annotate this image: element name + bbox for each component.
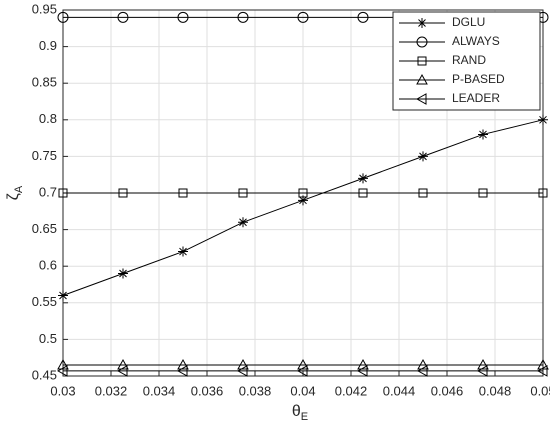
marker xyxy=(58,290,68,301)
marker xyxy=(118,188,128,198)
marker xyxy=(538,114,548,125)
marker xyxy=(177,358,189,370)
x-label-subscript: E xyxy=(301,411,308,423)
marker xyxy=(178,188,188,198)
y-label-subscript: A xyxy=(13,185,25,193)
marker xyxy=(297,358,309,370)
legend-label: ALWAYS xyxy=(452,34,500,48)
y-tick-label: 0.55 xyxy=(32,294,57,309)
marker xyxy=(476,365,488,377)
marker xyxy=(478,188,488,198)
y-tick-label: 0.6 xyxy=(39,258,57,273)
marker xyxy=(417,358,429,370)
marker xyxy=(537,358,549,370)
marker xyxy=(536,365,548,377)
x-label-symbol: θ xyxy=(292,403,301,420)
marker xyxy=(177,11,189,23)
marker xyxy=(477,358,489,370)
marker xyxy=(237,11,249,23)
marker xyxy=(356,365,368,377)
y-tick-label: 0.75 xyxy=(32,148,57,163)
marker xyxy=(478,129,488,140)
x-tick-label: 0.05 xyxy=(530,383,550,398)
x-tick-label: 0.042 xyxy=(335,383,368,398)
marker xyxy=(176,365,188,377)
x-tick-label: 0.038 xyxy=(239,383,272,398)
marker xyxy=(357,11,369,23)
marker xyxy=(416,73,428,85)
marker xyxy=(236,365,248,377)
marker xyxy=(416,36,428,48)
marker xyxy=(116,365,128,377)
legend-label: LEADER xyxy=(452,91,500,105)
marker xyxy=(238,217,248,228)
marker xyxy=(358,173,368,184)
marker xyxy=(238,188,248,198)
marker xyxy=(298,188,308,198)
x-tick-label: 0.048 xyxy=(479,383,512,398)
x-tick-label: 0.034 xyxy=(143,383,176,398)
marker xyxy=(357,358,369,370)
x-tick-label: 0.04 xyxy=(290,383,315,398)
y-tick-label: 0.85 xyxy=(32,75,57,90)
y-tick-label: 0.45 xyxy=(32,367,57,382)
y-tick-label: 0.7 xyxy=(39,184,57,199)
marker xyxy=(417,18,427,28)
y-axis-label: ζA xyxy=(5,185,25,200)
marker xyxy=(418,151,428,162)
y-tick-label: 0.5 xyxy=(39,331,57,346)
x-tick-label: 0.032 xyxy=(95,383,128,398)
marker xyxy=(56,365,68,377)
x-axis-label: θE xyxy=(292,403,308,423)
x-tick-label: 0.03 xyxy=(50,383,75,398)
marker xyxy=(416,365,428,377)
x-tick-label: 0.036 xyxy=(191,383,224,398)
marker xyxy=(118,268,128,279)
marker xyxy=(298,195,308,206)
marker xyxy=(117,11,129,23)
y-tick-label: 0.65 xyxy=(32,221,57,236)
marker xyxy=(415,93,427,105)
legend-label: P-BASED xyxy=(452,72,505,86)
legend-label: RAND xyxy=(452,53,486,67)
marker xyxy=(58,188,68,198)
marker xyxy=(57,11,69,23)
marker xyxy=(297,11,309,23)
marker xyxy=(237,358,249,370)
marker xyxy=(538,188,548,198)
y-label-symbol: ζ xyxy=(5,193,22,200)
marker xyxy=(417,56,427,66)
marker xyxy=(418,188,428,198)
marker xyxy=(117,358,129,370)
marker xyxy=(57,358,69,370)
y-tick-label: 0.9 xyxy=(39,38,57,53)
marker xyxy=(358,188,368,198)
x-tick-label: 0.046 xyxy=(431,383,464,398)
x-tick-label: 0.044 xyxy=(383,383,416,398)
legend: DGLU ALWAYS RAND P-BASED LEADER xyxy=(392,11,541,111)
y-tick-label: 0.8 xyxy=(39,111,57,126)
marker xyxy=(296,365,308,377)
marker xyxy=(178,246,188,257)
y-tick-label: 0.95 xyxy=(32,1,57,16)
legend-label: DGLU xyxy=(452,15,485,29)
